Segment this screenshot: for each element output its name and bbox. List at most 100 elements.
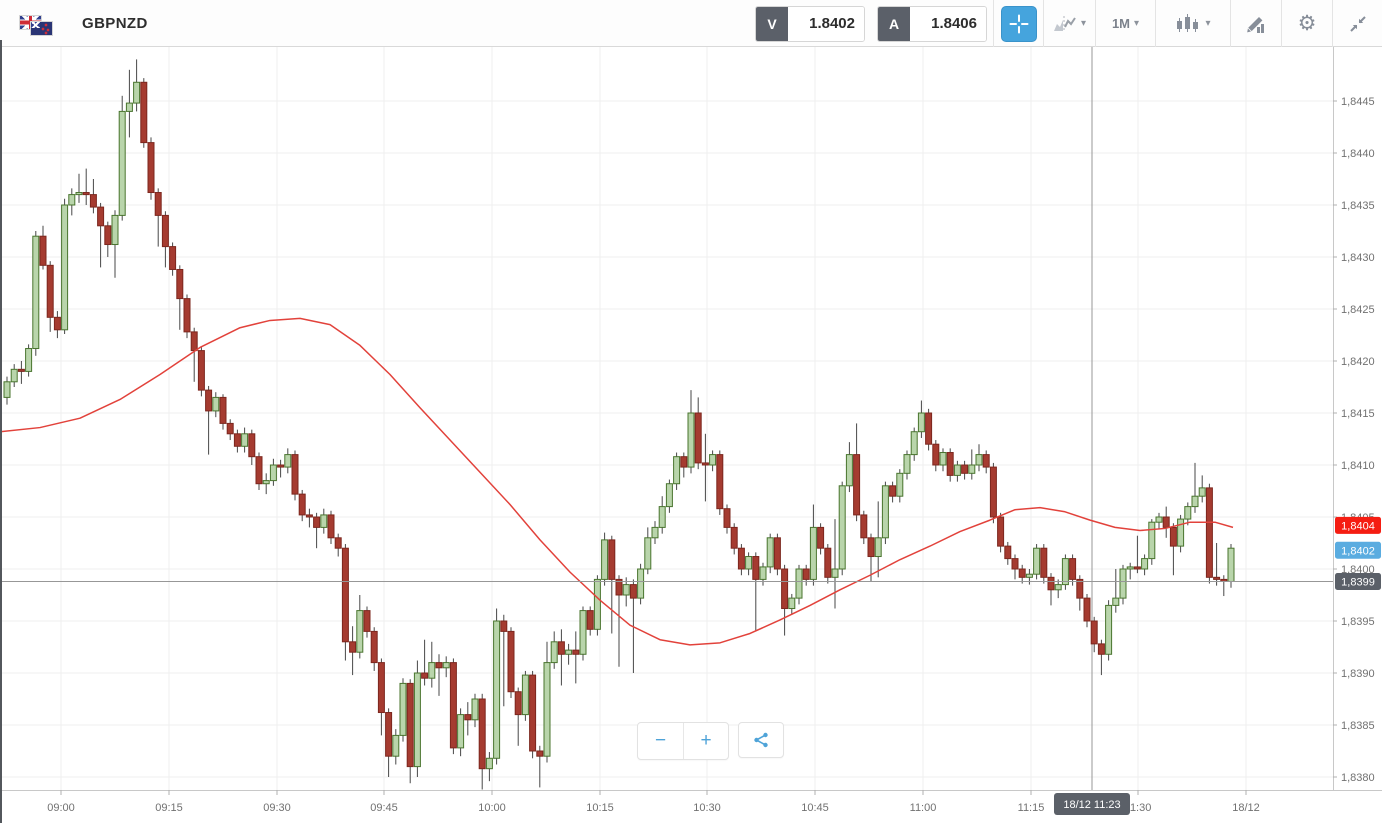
candle-down: [961, 464, 969, 474]
candle-down: [104, 225, 112, 246]
candle-down: [277, 464, 285, 468]
candle-up: [428, 662, 436, 679]
candle-down: [867, 537, 875, 558]
candle-up: [593, 578, 601, 630]
candle-up: [953, 464, 961, 476]
candle-down: [1040, 547, 1048, 578]
candle-up: [1025, 573, 1033, 578]
candle-up: [1184, 506, 1192, 520]
candle-up: [1177, 518, 1185, 547]
price-badge: [1335, 541, 1381, 559]
candle-up: [485, 757, 493, 770]
candle-down: [997, 516, 1005, 547]
candle-up: [658, 506, 666, 528]
interval-dropdown[interactable]: 1M ▾: [1095, 0, 1155, 47]
time-axis-label: 10:00: [478, 802, 506, 814]
candle-up: [565, 649, 573, 655]
candle-down: [737, 547, 745, 570]
candle-down: [629, 584, 637, 599]
candle-up: [320, 514, 328, 528]
price-badge-label: 1,8402: [1341, 545, 1375, 557]
time-axis-label: 18/12: [1232, 802, 1260, 814]
candle-down: [334, 537, 342, 549]
time-axis-label: 11:15: [1018, 802, 1045, 814]
candle-down: [291, 454, 299, 495]
candle-up: [1191, 495, 1199, 508]
candle-up: [10, 368, 18, 383]
settings-button[interactable]: ⚙: [1281, 0, 1332, 47]
time-axis-label: 09:30: [263, 802, 291, 814]
drawing-tools-button[interactable]: [1230, 0, 1281, 47]
price-badge-label: 1,8404: [1341, 520, 1375, 532]
candle-up: [665, 483, 673, 508]
candle-up: [1054, 584, 1062, 591]
crosshair-tool-button[interactable]: [1000, 5, 1037, 42]
compare-charts-icon: [1053, 15, 1076, 32]
candle-down: [89, 194, 97, 208]
candle-down: [1047, 576, 1055, 591]
buy-button[interactable]: A 1.8406: [877, 5, 987, 42]
chart-type-dropdown[interactable]: ▾: [1155, 0, 1230, 47]
candle-up: [881, 485, 889, 539]
candle-up: [269, 464, 277, 482]
left-panel-edge: [0, 40, 2, 823]
candle-down: [176, 268, 184, 300]
candle-up: [356, 610, 364, 653]
candle-up: [68, 194, 76, 206]
candle-down: [932, 443, 940, 466]
candlestick-chart[interactable]: 1,8445 1,8440 1,8435 1,8430 1,8425 1,8420 1,84…: [0, 47, 1382, 823]
candle-up: [284, 454, 292, 468]
price-badge: [1335, 572, 1381, 590]
candle-down: [1213, 576, 1221, 580]
price-axis-label: 1,8425: [1341, 304, 1375, 316]
zoom-out-button[interactable]: −: [654, 730, 667, 751]
share-icon: [754, 732, 768, 748]
candle-down: [255, 456, 263, 485]
candle-down: [557, 641, 565, 655]
candle-up: [795, 568, 803, 599]
candle-down: [982, 454, 990, 468]
candle-up: [673, 456, 681, 485]
candle-down: [500, 620, 508, 632]
chart-compare-button[interactable]: ▾: [1043, 0, 1095, 47]
candle-down: [363, 610, 371, 632]
candle-down: [989, 466, 997, 518]
price-axis-label: 1,8395: [1341, 616, 1375, 628]
candle-down: [377, 662, 385, 714]
chart-area[interactable]: 1,8445 1,8440 1,8435 1,8430 1,8425 1,8420 1,84…: [0, 40, 1382, 823]
candle-down: [586, 610, 594, 630]
candle-up: [1155, 516, 1163, 523]
time-axis-label: 11:30: [1125, 802, 1152, 814]
candle-down: [183, 298, 191, 333]
share-button[interactable]: [738, 722, 784, 758]
price-axis-label: 1,8420: [1341, 356, 1375, 368]
candle-down: [1133, 566, 1141, 570]
candle-up: [1227, 547, 1235, 582]
candle-down: [1011, 558, 1019, 570]
time-axis-label: 09:45: [370, 802, 398, 814]
nz-flag-icon: [31, 21, 52, 35]
zoom-in-button[interactable]: +: [683, 723, 728, 759]
buy-side-label[interactable]: A: [878, 6, 910, 41]
candle-up: [125, 102, 133, 112]
candle-down: [233, 433, 241, 447]
candle-up: [1112, 597, 1120, 606]
sell-button[interactable]: V 1.8402: [755, 5, 865, 42]
candle-down: [53, 316, 61, 331]
candle-up: [1141, 558, 1149, 570]
candle-down: [615, 578, 623, 596]
candle-up: [845, 454, 853, 487]
price-axis-label: 1,8390: [1341, 668, 1375, 680]
time-axis-label: 09:15: [155, 802, 183, 814]
collapse-chart-button[interactable]: [1332, 0, 1382, 47]
candle-up: [521, 674, 529, 716]
sell-side-label[interactable]: V: [756, 6, 788, 41]
candle-down: [161, 214, 169, 248]
candle-down: [169, 246, 177, 270]
candle-up: [1148, 521, 1156, 560]
candle-up: [399, 682, 407, 736]
candle-down: [572, 649, 580, 655]
candle-down: [327, 514, 335, 539]
candle-down: [752, 556, 760, 580]
candle-up: [1119, 568, 1127, 599]
